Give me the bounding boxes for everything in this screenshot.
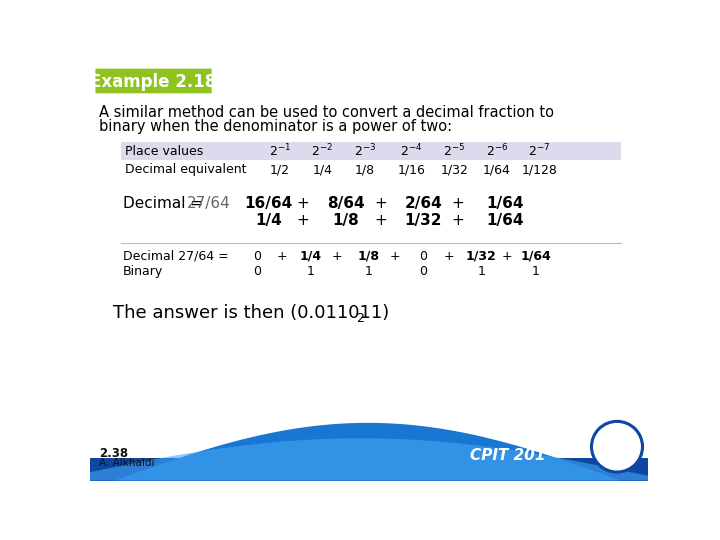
Text: 1/64: 1/64 [521,249,551,262]
Text: 0: 0 [253,265,261,278]
Text: Binary: Binary [122,265,163,278]
Text: 1: 1 [477,265,485,278]
Text: +: + [277,249,287,262]
Text: $2^{-2}$: $2^{-2}$ [312,143,333,159]
Text: 1: 1 [365,265,373,278]
FancyBboxPatch shape [96,69,212,93]
Text: A. Alkhaldi: A. Alkhaldi [99,457,155,468]
Text: +: + [444,249,454,262]
Text: 1/128: 1/128 [521,163,557,176]
Text: Example 2.18: Example 2.18 [91,73,217,91]
Circle shape [597,427,637,467]
Text: 1/32: 1/32 [441,163,468,176]
Text: 1/32: 1/32 [405,213,442,228]
Text: $2^{-7}$: $2^{-7}$ [528,143,551,159]
Text: 0: 0 [419,265,427,278]
Text: Place values: Place values [125,145,203,158]
Text: 1/2: 1/2 [270,163,290,176]
Text: The answer is then (0.011011): The answer is then (0.011011) [113,303,390,321]
Text: +: + [297,213,310,228]
Text: 2.38: 2.38 [99,448,128,461]
Text: 27/64: 27/64 [187,195,230,211]
Text: 8/64: 8/64 [327,195,364,211]
Text: +: + [390,249,400,262]
Text: Decimal 27/64 =: Decimal 27/64 = [122,249,228,262]
Text: 1/64: 1/64 [486,195,523,211]
Text: Decimal equivalent: Decimal equivalent [125,163,246,176]
Text: $2^{-5}$: $2^{-5}$ [443,143,465,159]
Text: +: + [502,249,512,262]
Text: 1/64: 1/64 [483,163,510,176]
Text: 1: 1 [531,265,539,278]
Text: 0: 0 [419,249,427,262]
Text: +: + [451,213,464,228]
Text: binary when the denominator is a power of two:: binary when the denominator is a power o… [99,119,452,134]
Circle shape [594,423,640,470]
Polygon shape [90,438,648,481]
Text: CPIT 201: CPIT 201 [469,448,545,463]
Text: $2^{-6}$: $2^{-6}$ [486,143,508,159]
Text: 1/16: 1/16 [397,163,426,176]
Text: 1: 1 [307,265,315,278]
Text: 1/4: 1/4 [300,249,322,262]
Text: 1/8: 1/8 [355,163,375,176]
Text: 1/4: 1/4 [255,213,282,228]
Text: 2: 2 [356,312,364,325]
Text: $2^{-1}$: $2^{-1}$ [269,143,291,159]
Text: 1/32: 1/32 [466,249,497,262]
FancyBboxPatch shape [121,142,621,160]
Text: 1/8: 1/8 [333,213,359,228]
Text: 1/4: 1/4 [312,163,333,176]
Text: +: + [374,213,387,228]
Text: www.ccit.edu.sa: www.ccit.edu.sa [598,449,636,454]
Text: 16/64: 16/64 [244,195,292,211]
Text: +: + [374,195,387,211]
Text: 0: 0 [253,249,261,262]
Circle shape [601,431,632,462]
Polygon shape [90,423,648,481]
Text: 1/8: 1/8 [358,249,380,262]
Circle shape [590,421,644,473]
Text: Decimal =: Decimal = [122,195,207,211]
Text: +: + [331,249,342,262]
Text: +: + [297,195,310,211]
Text: 1/64: 1/64 [486,213,523,228]
Text: A similar method can be used to convert a decimal fraction to: A similar method can be used to convert … [99,105,554,120]
Text: 2/64: 2/64 [405,195,442,211]
Text: $2^{-3}$: $2^{-3}$ [354,143,377,159]
Text: CCIT: CCIT [606,439,629,448]
Text: +: + [451,195,464,211]
Text: $2^{-4}$: $2^{-4}$ [400,143,423,159]
Bar [90,457,648,481]
